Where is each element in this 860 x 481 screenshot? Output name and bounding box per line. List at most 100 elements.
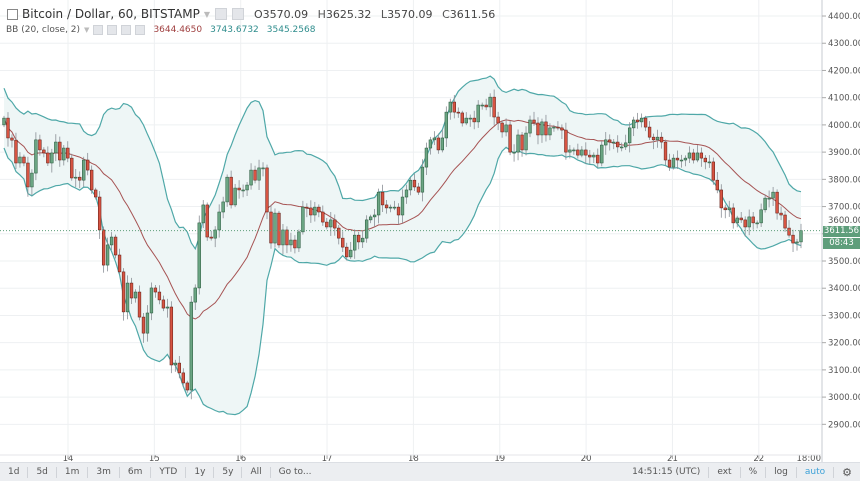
log-toggle[interactable]: log — [766, 466, 797, 478]
range-6m[interactable]: 6m — [120, 466, 152, 478]
candle-down — [42, 149, 46, 154]
candle-up — [735, 217, 739, 224]
candle-up — [627, 127, 632, 144]
price-chart[interactable]: 14 15 16 17 18 19 20 21 22 18:00 4400.00 4300.00 42… — [0, 0, 860, 462]
candle-up — [687, 152, 692, 159]
candle-down — [169, 306, 174, 366]
candle-down — [783, 214, 787, 229]
clock[interactable]: 14:51:15 (UTC) — [624, 466, 710, 478]
indicator-name[interactable]: BB (20, close, 2) — [6, 25, 81, 35]
candle-up — [165, 306, 170, 309]
candle-down — [46, 152, 50, 164]
candle-down — [38, 139, 42, 151]
candle-up — [301, 206, 305, 233]
candle-down — [345, 246, 349, 258]
candle-down — [117, 254, 122, 273]
caret-down-icon[interactable]: ▼ — [203, 9, 210, 19]
candle-up — [767, 197, 771, 200]
bollinger-upper-line — [3, 75, 802, 251]
price-tick-label: 3500.00 — [828, 257, 860, 267]
candle-down — [205, 204, 209, 238]
candle-down — [337, 227, 341, 239]
candle-up — [683, 157, 688, 161]
time-tick-label: 20 — [581, 454, 592, 462]
price-tick-label: 3200.00 — [828, 339, 860, 349]
candle-up — [631, 119, 636, 129]
candle-up — [600, 144, 604, 164]
settings-icon[interactable] — [231, 8, 244, 20]
candle-down — [161, 299, 166, 309]
range-1y[interactable]: 1y — [186, 466, 215, 478]
candle-up — [54, 141, 58, 154]
candle-up — [763, 197, 767, 211]
candle-up — [568, 149, 572, 153]
candles — [2, 89, 803, 400]
candle-down — [253, 169, 257, 181]
candle-up — [74, 176, 78, 179]
candle-up — [225, 176, 229, 203]
percent-toggle[interactable]: % — [741, 466, 767, 478]
range-5y[interactable]: 5y — [214, 466, 243, 478]
candle-up — [404, 189, 409, 198]
candle-down — [647, 126, 652, 138]
candle-down — [177, 362, 181, 374]
close-label: C — [442, 7, 450, 21]
time-axis[interactable]: 14 15 16 17 18 19 20 21 22 18:00 — [63, 454, 821, 462]
candle-up — [448, 101, 452, 113]
candle-up — [82, 159, 86, 181]
ohlc-values: O3570.09 H3625.32 L3570.09 C3611.56 — [254, 8, 495, 21]
candle-down — [121, 271, 126, 313]
candle-down — [185, 382, 189, 391]
candle-up — [149, 287, 154, 314]
candle-up — [695, 152, 700, 161]
candle-up — [620, 146, 624, 149]
candle-down — [588, 154, 592, 158]
candle-up — [145, 312, 150, 334]
candle-down — [635, 119, 640, 123]
candle-up — [428, 139, 433, 149]
candle-up — [604, 139, 608, 146]
eye-icon[interactable] — [214, 8, 227, 20]
ext-toggle[interactable]: ext — [709, 466, 741, 478]
eye-icon[interactable] — [93, 25, 104, 35]
candle-down — [723, 207, 727, 211]
open-label: O — [253, 7, 263, 21]
range-3m[interactable]: 3m — [88, 466, 120, 478]
settings-icon[interactable] — [107, 25, 118, 35]
goto-button[interactable]: Go to... — [278, 466, 312, 477]
candle-up — [62, 147, 66, 161]
price-tick-label: 3400.00 — [828, 284, 860, 294]
candle-up — [671, 157, 676, 168]
candle-up — [125, 282, 130, 313]
range-ytd[interactable]: YTD — [151, 466, 187, 478]
caret-down-icon[interactable]: ▼ — [84, 26, 90, 34]
candle-up — [329, 219, 333, 228]
gear-icon[interactable]: ⚙ — [842, 465, 852, 479]
candle-up — [747, 216, 751, 228]
range-1m[interactable]: 1m — [57, 466, 89, 478]
candle-down — [560, 127, 564, 131]
auto-toggle[interactable]: auto — [797, 466, 835, 478]
price-tick-label: 4200.00 — [828, 66, 860, 76]
plus-icon[interactable] — [121, 25, 132, 35]
candle-down — [265, 167, 269, 213]
collapse-icon[interactable] — [7, 8, 18, 20]
symbol-title[interactable]: Bitcoin / Dollar, 60, BITSTAMP — [22, 7, 200, 21]
candle-down — [436, 137, 441, 151]
candle-up — [524, 132, 528, 151]
range-all[interactable]: All — [242, 466, 271, 478]
price-tick-label: 2900.00 — [828, 420, 860, 430]
candle-up — [592, 154, 596, 158]
candle-down — [556, 126, 560, 129]
bar-countdown-badge: 08:43 — [823, 238, 860, 249]
range-1d[interactable]: 1d — [0, 466, 29, 478]
range-5d[interactable]: 5d — [28, 466, 57, 478]
candle-up — [105, 244, 110, 266]
candle-down — [608, 139, 612, 143]
time-tick-label: 16 — [235, 454, 246, 462]
candle-down — [321, 211, 325, 223]
candle-down — [285, 229, 289, 246]
close-icon[interactable] — [135, 25, 146, 35]
candle-down — [520, 134, 524, 151]
price-axis[interactable]: 4400.00 4300.00 4200.00 4100.00 4000.00 3900.… — [822, 12, 860, 430]
